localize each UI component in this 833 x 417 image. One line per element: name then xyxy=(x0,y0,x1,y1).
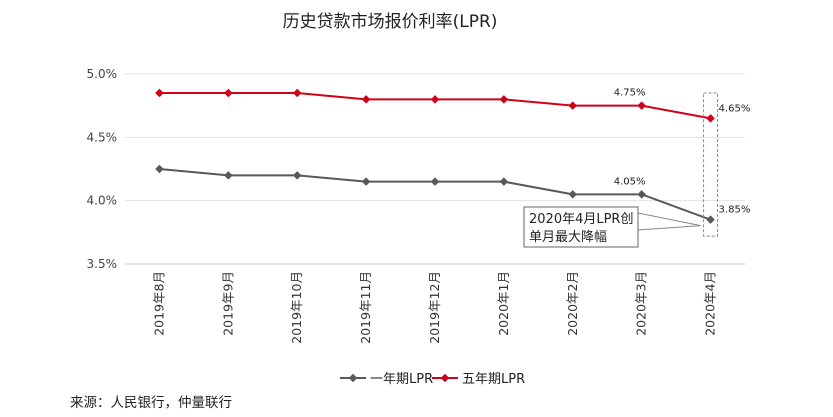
y-tick-label: 4.0% xyxy=(87,194,118,208)
data-point-one-year xyxy=(637,190,646,199)
x-tick-label: 2020年4月 xyxy=(703,271,718,336)
data-point-one-year xyxy=(499,177,509,186)
data-point-five-year xyxy=(155,88,164,98)
x-tick-label: 2019年12月 xyxy=(427,271,442,344)
highlight-box xyxy=(703,92,719,237)
data-point-five-year xyxy=(224,88,233,98)
data-label: 4.75% xyxy=(614,88,646,99)
legend-swatch-marker xyxy=(348,373,358,383)
data-label: 4.65% xyxy=(719,103,751,114)
chart-title: 历史贷款市场报价利率(LPR) xyxy=(283,12,498,32)
x-axis-ticks: 2019年8月 2019年9月 2019年10月 2019年11月 2019年12月 20… xyxy=(151,271,717,344)
data-point-five-year xyxy=(430,95,440,104)
callout-box xyxy=(523,206,639,248)
data-point-one-year xyxy=(224,171,233,180)
series-lines xyxy=(155,88,715,224)
callout-pointer-line xyxy=(637,212,701,227)
annotation-callout: 2020年4月LPR创 单月最大降幅 xyxy=(523,206,701,248)
x-tick-label: 2020年3月 xyxy=(634,271,649,336)
data-label: 4.05% xyxy=(614,176,646,187)
data-point-one-year xyxy=(430,177,440,186)
data-labels: 4.05% 3.85% 4.75% 4.65% xyxy=(614,88,751,216)
data-point-five-year xyxy=(361,95,371,104)
data-point-one-year xyxy=(292,171,302,180)
x-tick-label: 2019年10月 xyxy=(289,271,304,344)
y-tick-label: 5.0% xyxy=(87,67,118,81)
data-point-five-year xyxy=(637,101,646,110)
data-point-five-year xyxy=(568,101,578,110)
legend-swatch-marker xyxy=(440,373,450,383)
x-tick-label: 2020年2月 xyxy=(565,271,580,336)
callout-pointer-line xyxy=(637,225,701,231)
x-tick-label: 2019年9月 xyxy=(220,271,235,336)
data-label: 3.85% xyxy=(719,205,751,216)
source-note: 来源：人民银行，仲量联行 xyxy=(70,395,232,411)
x-tick-label: 2019年11月 xyxy=(358,271,373,344)
y-tick-label: 4.5% xyxy=(87,130,118,144)
x-tick-label: 2020年1月 xyxy=(496,271,511,336)
data-point-five-year xyxy=(292,88,302,98)
data-point-one-year xyxy=(361,177,371,186)
legend: 一年期LPR 五年期LPR xyxy=(340,372,525,387)
data-point-one-year xyxy=(568,190,578,199)
data-point-one-year xyxy=(155,164,164,174)
data-point-five-year xyxy=(706,114,715,123)
legend-label-one-year: 一年期LPR xyxy=(370,372,433,387)
x-tick-label: 2019年8月 xyxy=(151,271,166,336)
data-point-one-year xyxy=(706,215,715,224)
callout-line-2: 单月最大降幅 xyxy=(529,230,607,245)
gridlines xyxy=(125,73,745,265)
y-tick-label: 3.5% xyxy=(87,257,118,271)
callout-line-1: 2020年4月LPR创 xyxy=(529,212,633,227)
last-month-highlight xyxy=(703,92,719,237)
data-point-five-year xyxy=(499,95,509,104)
y-axis-ticks: 3.5% 4.0% 4.5% 5.0% xyxy=(87,67,118,271)
legend-label-five-year: 五年期LPR xyxy=(462,372,525,387)
